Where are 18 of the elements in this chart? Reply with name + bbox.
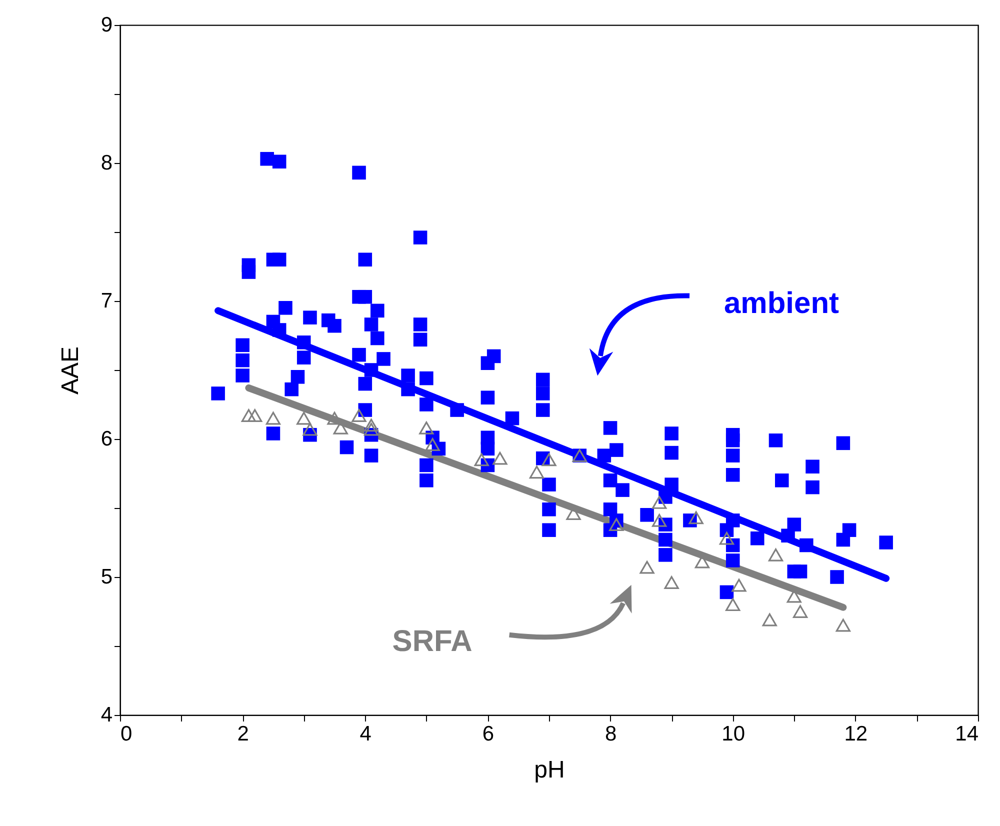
x-tick-label: 2 bbox=[237, 722, 249, 746]
x-tick-label: 14 bbox=[955, 722, 979, 746]
x-tick-label: 6 bbox=[482, 722, 494, 746]
y-tick-label: 7 bbox=[100, 290, 112, 312]
y-tick-label: 4 bbox=[100, 704, 113, 726]
annotation: ambient bbox=[724, 286, 840, 320]
x-tick-label: 10 bbox=[722, 722, 746, 746]
y-tick-label: 6 bbox=[100, 428, 112, 450]
y-axis-title: AAE bbox=[56, 346, 84, 395]
x-tick-label: 0 bbox=[120, 722, 132, 746]
annotation: SRFA bbox=[392, 624, 472, 658]
x-axis-title: pH bbox=[534, 756, 565, 784]
x-tick-label: 12 bbox=[844, 722, 868, 746]
y-tick-label: 8 bbox=[100, 152, 112, 174]
y-tick-label: 9 bbox=[100, 14, 112, 36]
x-tick-label: 4 bbox=[360, 722, 372, 746]
x-tick-label: 8 bbox=[604, 722, 617, 746]
y-tick-label: 5 bbox=[100, 566, 112, 588]
